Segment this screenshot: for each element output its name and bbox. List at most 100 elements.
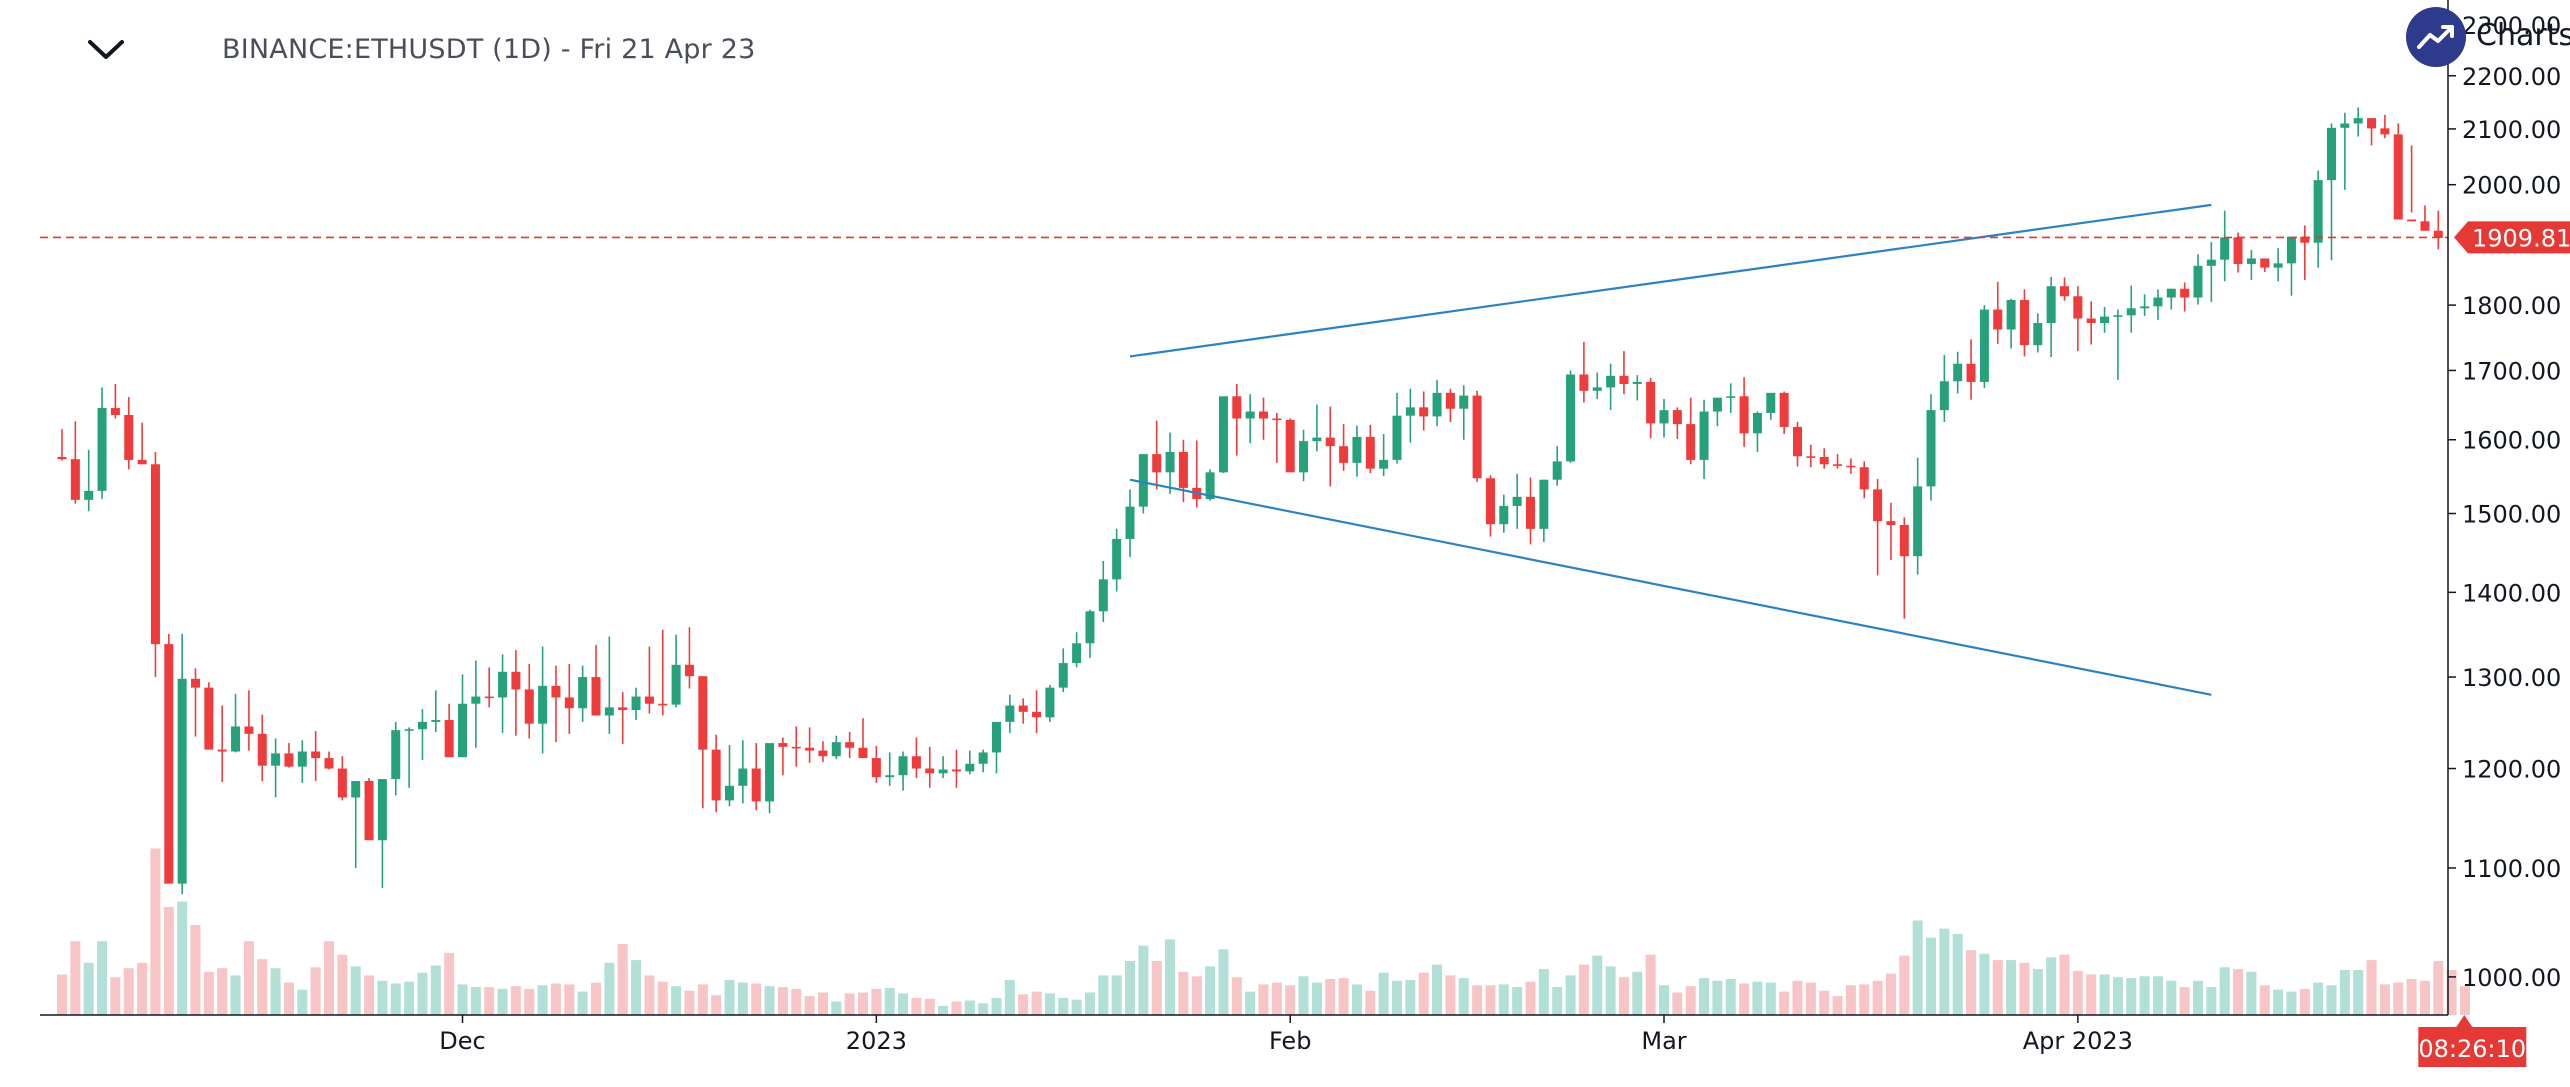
candle bbox=[2046, 276, 2056, 358]
candle bbox=[2166, 288, 2176, 310]
candle bbox=[2367, 118, 2377, 146]
candle bbox=[1632, 375, 1642, 401]
candle bbox=[978, 749, 988, 773]
candle bbox=[992, 721, 1001, 774]
volume-bar bbox=[364, 975, 375, 1015]
volume-bar bbox=[697, 984, 708, 1015]
candle bbox=[765, 743, 775, 814]
trend-up-icon bbox=[2417, 25, 2454, 49]
trendlines[interactable] bbox=[1129, 203, 2212, 696]
volume-bar bbox=[1739, 983, 1750, 1015]
volume-bar bbox=[751, 983, 762, 1015]
candle bbox=[164, 633, 174, 884]
volume-bar bbox=[1538, 969, 1549, 1015]
candle bbox=[751, 743, 761, 811]
logo-badge[interactable] bbox=[2406, 7, 2466, 67]
y-tick-label: 1000.00 bbox=[2462, 964, 2561, 992]
volume-bar bbox=[1311, 982, 1322, 1015]
candle bbox=[885, 752, 895, 786]
candle bbox=[725, 744, 734, 807]
volume-bar bbox=[1325, 979, 1336, 1015]
candle bbox=[177, 633, 187, 895]
x-tick-label: Feb bbox=[1269, 1027, 1312, 1055]
volume-bar bbox=[163, 907, 174, 1015]
volume-bar bbox=[831, 1001, 842, 1015]
volume-bar bbox=[337, 954, 348, 1015]
volume-bar bbox=[2166, 980, 2177, 1015]
candle bbox=[1966, 339, 1976, 400]
candle bbox=[1939, 355, 1949, 423]
candle bbox=[1512, 473, 1522, 529]
candle bbox=[2140, 294, 2150, 316]
candle bbox=[124, 396, 134, 470]
candle bbox=[2327, 123, 2336, 261]
volume-bar bbox=[1418, 972, 1429, 1015]
candle bbox=[911, 737, 921, 779]
volume-bar bbox=[1885, 973, 1896, 1015]
volume-bar bbox=[1178, 971, 1189, 1015]
volume-bar bbox=[1952, 934, 1963, 1015]
y-tick-label: 1500.00 bbox=[2462, 500, 2561, 528]
candle bbox=[1672, 407, 1682, 440]
volume-bar bbox=[1031, 991, 1042, 1015]
volume-bar bbox=[1445, 975, 1456, 1015]
volume-bar bbox=[1552, 987, 1563, 1015]
chart-header: BINANCE:ETHUSDT (1D) - Fri 21 Apr 23 bbox=[0, 0, 2440, 100]
candle bbox=[1712, 397, 1722, 427]
volume-bar bbox=[230, 975, 241, 1015]
volume-bar bbox=[2379, 984, 2390, 1015]
volume-bar bbox=[1285, 985, 1296, 1015]
candle bbox=[1926, 394, 1936, 501]
volume-bar bbox=[1498, 984, 1509, 1015]
candle bbox=[1806, 444, 1816, 468]
candle bbox=[1993, 281, 2003, 344]
volume-bar bbox=[2353, 970, 2364, 1015]
candle bbox=[1325, 406, 1335, 487]
logo-text[interactable]: Charts p bbox=[2476, 18, 2570, 53]
candle bbox=[1699, 399, 1709, 479]
volume-bar bbox=[1659, 985, 1669, 1015]
volume-bar bbox=[1044, 993, 1055, 1015]
candle bbox=[1272, 412, 1282, 463]
volume-bar bbox=[2419, 980, 2430, 1015]
volume-bar bbox=[1565, 975, 1576, 1015]
volume-bar bbox=[1378, 972, 1389, 1015]
candle bbox=[324, 751, 334, 770]
volume-bar bbox=[1512, 987, 1523, 1015]
volume-bar bbox=[217, 968, 228, 1015]
volume-bar bbox=[550, 983, 561, 1015]
candle bbox=[578, 665, 588, 722]
volume-bar bbox=[1926, 937, 1936, 1015]
candle bbox=[2233, 232, 2243, 273]
candle bbox=[1218, 396, 1228, 474]
candle bbox=[1152, 420, 1162, 490]
volume-bar bbox=[1618, 977, 1629, 1015]
candle bbox=[538, 646, 548, 754]
candle bbox=[2273, 248, 2283, 282]
volume-bar bbox=[684, 990, 695, 1015]
volume-bar bbox=[57, 974, 67, 1015]
x-tick-label: 2023 bbox=[846, 1027, 907, 1055]
volume-bar bbox=[1084, 992, 1095, 1015]
trendline[interactable] bbox=[1129, 478, 2212, 696]
volume-bar bbox=[844, 993, 855, 1015]
axes[interactable]: 1000.00 1100.00 1200.00 1300.00 1400.00 1500.… bbox=[40, 0, 2570, 1067]
trendline[interactable] bbox=[1129, 203, 2212, 358]
collapse-button[interactable] bbox=[78, 28, 134, 72]
symbol-title: BINANCE:ETHUSDT (1D) - Fri 21 Apr 23 bbox=[222, 34, 756, 65]
volume-bar bbox=[1231, 977, 1242, 1015]
candle bbox=[711, 734, 721, 813]
volume-bar bbox=[83, 962, 94, 1015]
volume-bar bbox=[1151, 961, 1162, 1015]
volume-bar bbox=[1298, 976, 1309, 1015]
candle bbox=[1098, 560, 1108, 623]
volume-bar bbox=[631, 960, 642, 1015]
volume-bar bbox=[70, 941, 81, 1015]
volume-bar bbox=[1071, 999, 1082, 1015]
candle bbox=[377, 779, 387, 888]
volume-bar bbox=[2206, 987, 2217, 1015]
candle bbox=[1752, 411, 1762, 452]
candle bbox=[1459, 385, 1469, 440]
